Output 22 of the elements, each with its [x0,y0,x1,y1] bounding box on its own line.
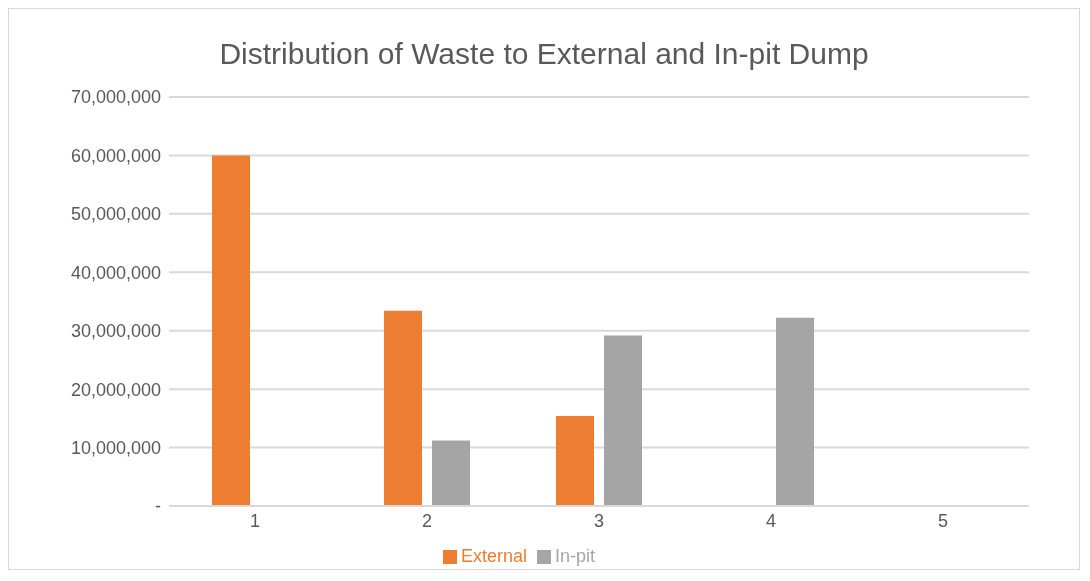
x-tick-label: 4 [765,510,777,531]
bar [556,416,594,506]
x-tick-label: 3 [593,510,605,531]
y-tick-label: 30,000,000 [70,321,161,342]
y-tick-label: 70,000,000 [70,87,161,108]
bar [384,310,422,506]
bar [604,335,642,506]
y-tick-label: - [155,496,161,517]
x-tick-label: 1 [249,510,261,531]
y-tick-label: 50,000,000 [70,204,161,225]
y-tick-label: 10,000,000 [70,437,161,458]
y-tick-label: 40,000,000 [70,262,161,283]
bar [776,317,814,506]
bar [432,440,470,506]
bar [212,155,250,506]
chart-title: Distribution of Waste to External and In-pit Dump [218,36,870,72]
legend-label: External [460,546,527,566]
y-tick-label: 60,000,000 [70,145,161,166]
legend-label: In-pit [555,546,596,566]
x-tick-label: 2 [421,510,433,531]
x-tick-label: 5 [937,510,949,531]
y-tick-label: 20,000,000 [70,379,161,400]
